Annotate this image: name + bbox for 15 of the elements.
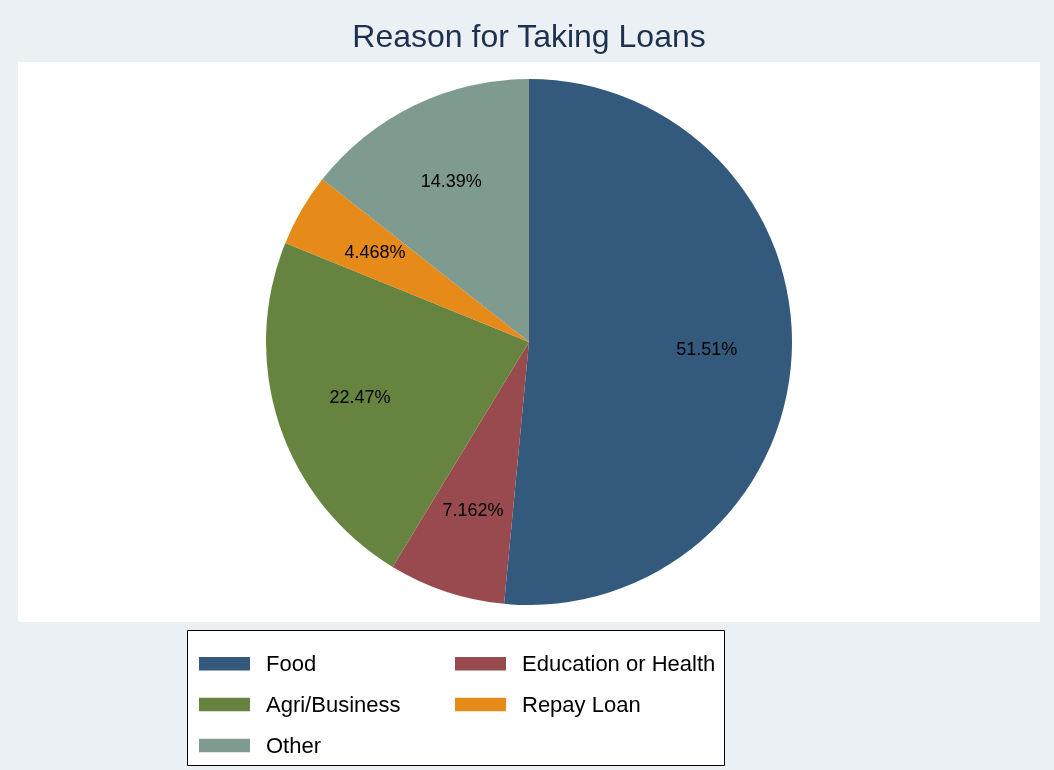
data-label: 7.162% bbox=[442, 499, 504, 520]
chart-title: Reason for Taking Loans bbox=[352, 18, 706, 54]
pie-slice bbox=[266, 243, 529, 567]
data-label: 14.39% bbox=[420, 170, 482, 191]
pie-slice bbox=[392, 342, 529, 604]
legend-label: Other bbox=[266, 732, 322, 758]
legend-label: Education or Health bbox=[522, 650, 716, 676]
legend-label: Repay Loan bbox=[522, 691, 641, 717]
data-label: 51.51% bbox=[676, 339, 738, 360]
pie-slice bbox=[504, 79, 792, 605]
pie-slice bbox=[322, 79, 529, 342]
legend-label: Agri/Business bbox=[266, 691, 401, 717]
legend-label: Food bbox=[266, 650, 317, 676]
data-label: 4.468% bbox=[344, 241, 406, 262]
data-label: 22.47% bbox=[329, 386, 391, 407]
